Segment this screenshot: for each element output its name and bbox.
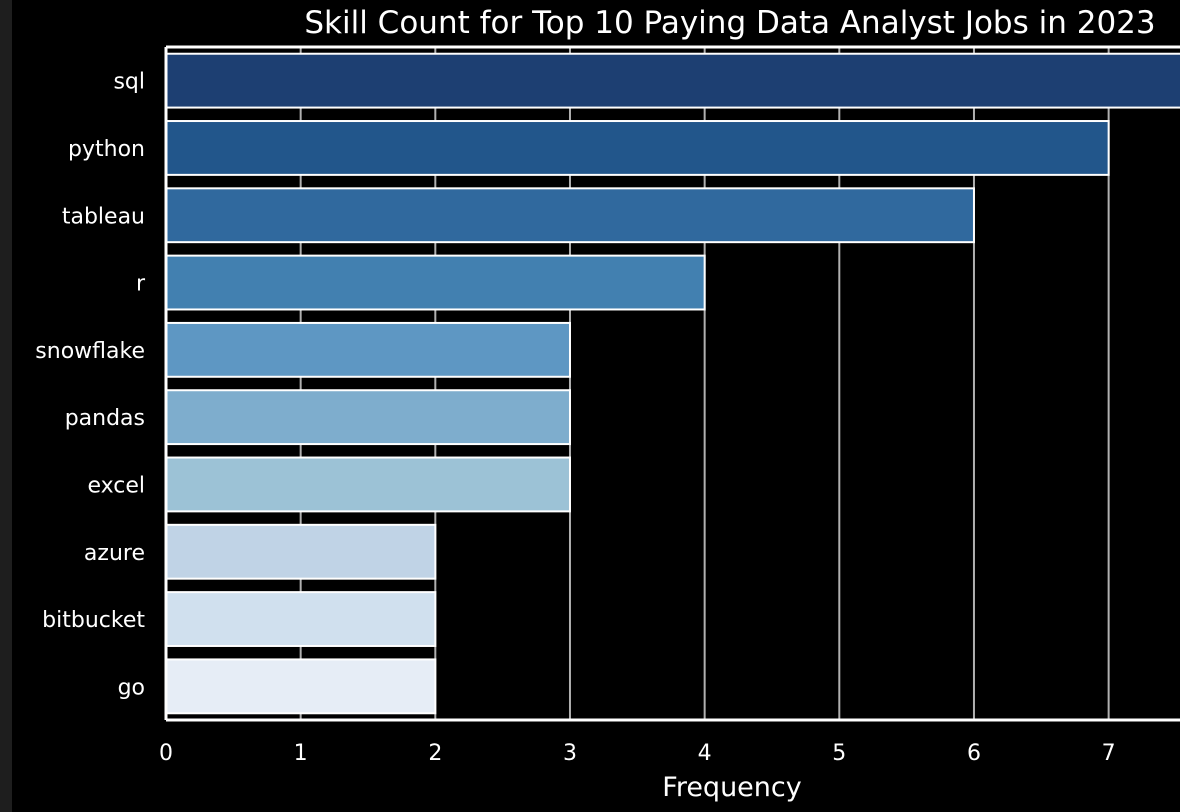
category-label-bitbucket: bitbucket	[42, 608, 145, 633]
bar-pandas	[165, 389, 571, 446]
x-tick-label-6: 6	[967, 741, 981, 766]
x-tick-label-4: 4	[698, 741, 712, 766]
category-labels: sql python tableau r snowflake pandas excel azu…	[35, 70, 146, 701]
x-tick-label-7: 7	[1102, 741, 1116, 766]
category-label-r: r	[136, 272, 146, 297]
bar-snowflake	[165, 321, 571, 378]
category-label-sql: sql	[113, 70, 145, 95]
x-tick-label-2: 2	[428, 741, 442, 766]
x-axis-label: Frequency	[662, 772, 802, 803]
bar-tableau	[165, 187, 975, 244]
category-label-python: python	[68, 137, 145, 162]
bar-azure	[165, 523, 437, 580]
bar-sql	[165, 52, 1180, 109]
bar-bitbucket	[165, 591, 437, 647]
bars	[165, 52, 1180, 715]
x-tick-label-5: 5	[832, 741, 846, 766]
category-label-go: go	[118, 675, 145, 700]
x-tick-label-1: 1	[294, 741, 308, 766]
window-edge	[0, 0, 12, 812]
chart-title: Skill Count for Top 10 Paying Data Analy…	[304, 5, 1155, 41]
bar-go	[165, 658, 437, 715]
x-tick-label-0: 0	[159, 741, 173, 766]
category-label-tableau: tableau	[62, 204, 145, 229]
category-label-snowflake: snowflake	[35, 339, 145, 364]
bar-r	[165, 254, 706, 311]
x-tick-labels: 0 1 2 3 4 5 6 7	[159, 741, 1116, 766]
x-tick-label-3: 3	[563, 741, 577, 766]
category-label-excel: excel	[87, 473, 145, 498]
bar-excel	[165, 456, 571, 513]
category-label-azure: azure	[84, 541, 145, 566]
category-label-pandas: pandas	[65, 406, 145, 431]
bar-python	[165, 120, 1110, 176]
